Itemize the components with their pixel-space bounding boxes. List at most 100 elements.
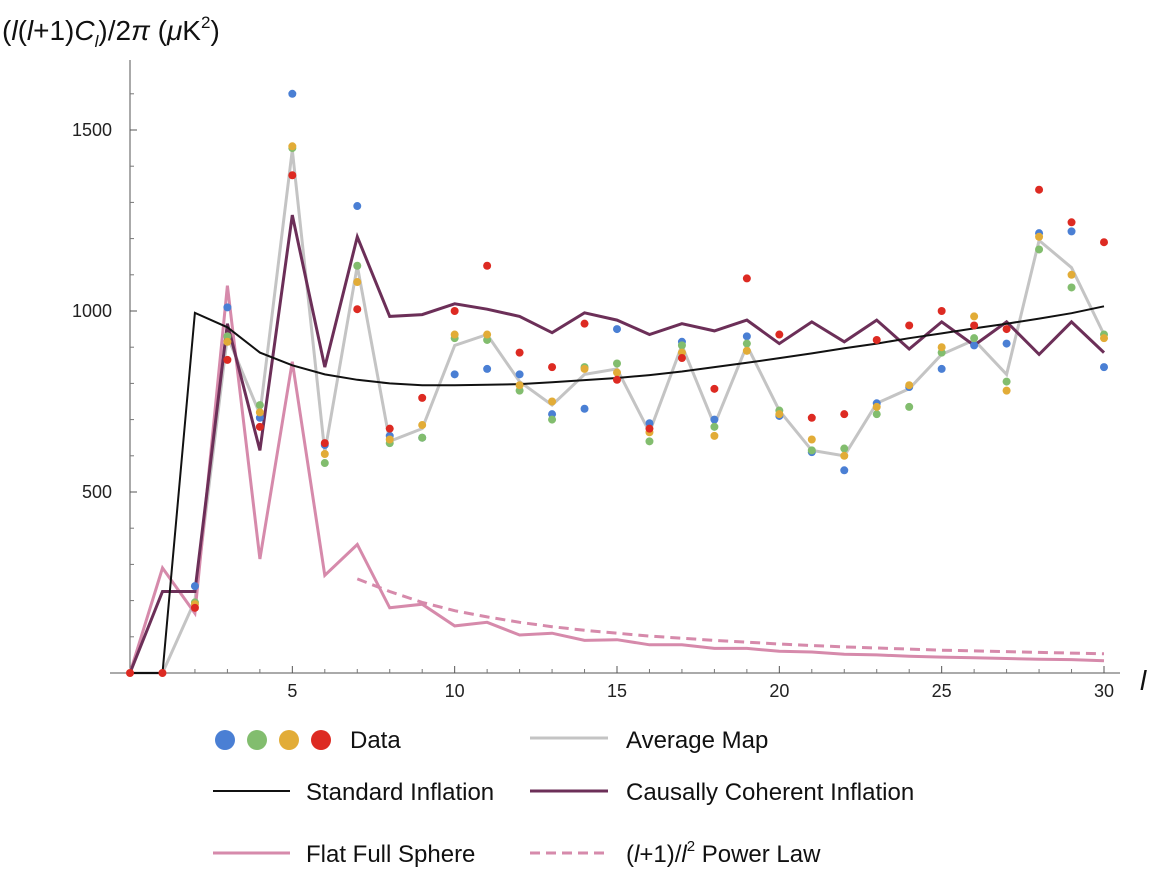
data-point bbox=[1100, 334, 1108, 343]
data-point bbox=[742, 274, 751, 283]
origin-point bbox=[158, 669, 167, 677]
x-tick-label: 15 bbox=[607, 681, 627, 701]
data-point bbox=[190, 603, 199, 612]
data-point bbox=[1100, 238, 1108, 247]
legend-label-power-law: (l+1)/l2 Power Law bbox=[626, 838, 821, 868]
data-point bbox=[840, 410, 849, 419]
data-point bbox=[450, 330, 459, 339]
data-point bbox=[320, 459, 329, 468]
data-point bbox=[1002, 339, 1011, 348]
data-point bbox=[937, 307, 946, 315]
data-point bbox=[742, 346, 751, 355]
x-tick-label: 10 bbox=[445, 681, 465, 701]
data-point bbox=[1035, 245, 1044, 254]
x-tick-label: 5 bbox=[287, 681, 297, 701]
data-point bbox=[710, 415, 719, 424]
data-point bbox=[385, 435, 394, 444]
series-line--l-1-l-2-power-law bbox=[356, 577, 1105, 656]
y-tick-label: 1500 bbox=[72, 120, 112, 140]
data-point bbox=[807, 435, 816, 444]
data-point bbox=[418, 433, 427, 442]
data-point bbox=[450, 307, 459, 315]
data-point bbox=[1067, 227, 1076, 236]
x-axis-title: l bbox=[1140, 665, 1147, 696]
data-point bbox=[288, 171, 297, 180]
data-point bbox=[1002, 386, 1011, 395]
data-point bbox=[483, 261, 492, 270]
data-point bbox=[710, 384, 719, 393]
data-point bbox=[807, 446, 816, 455]
data-point bbox=[937, 343, 946, 352]
data-point bbox=[970, 312, 979, 321]
legend-label-average-map: Average Map bbox=[626, 727, 768, 754]
data-point bbox=[548, 415, 557, 424]
data-point bbox=[1067, 218, 1076, 227]
data-point bbox=[677, 341, 686, 350]
data-point bbox=[807, 413, 816, 422]
data-point bbox=[613, 368, 621, 377]
data-point bbox=[255, 401, 264, 410]
data-point bbox=[548, 397, 557, 406]
x-tick-label: 25 bbox=[932, 681, 952, 701]
data-point bbox=[223, 355, 232, 364]
legend-label-data: Data bbox=[350, 727, 401, 754]
data-point bbox=[385, 424, 394, 433]
data-point bbox=[970, 341, 979, 350]
data-point bbox=[1067, 270, 1076, 279]
data-point bbox=[483, 364, 492, 373]
data-point bbox=[418, 421, 427, 430]
legend: Data Average Map Standard Inflation Causall… bbox=[213, 727, 914, 868]
data-points bbox=[126, 89, 1108, 677]
series-line-average-map bbox=[130, 149, 1106, 675]
legend-swatch-data bbox=[215, 730, 235, 750]
data-point bbox=[1067, 283, 1076, 292]
data-point bbox=[223, 337, 232, 346]
y-tick-label: 500 bbox=[82, 482, 112, 502]
data-point bbox=[353, 305, 362, 314]
data-point bbox=[353, 261, 362, 270]
data-point bbox=[840, 444, 849, 453]
data-point bbox=[320, 439, 329, 448]
data-point bbox=[742, 339, 751, 348]
data-point bbox=[320, 449, 329, 458]
data-point bbox=[548, 363, 557, 372]
data-point bbox=[970, 334, 979, 343]
data-point bbox=[840, 451, 849, 460]
data-point bbox=[645, 437, 654, 446]
data-point bbox=[255, 408, 264, 417]
data-point bbox=[775, 330, 784, 339]
legend-label-causally-coherent: Causally Coherent Inflation bbox=[626, 779, 914, 806]
x-tick-label: 30 bbox=[1094, 681, 1114, 701]
data-point bbox=[1035, 232, 1044, 241]
data-point bbox=[613, 375, 621, 384]
data-point bbox=[872, 410, 881, 419]
data-point bbox=[905, 402, 914, 411]
y-axis-title: (l(l+1)Cl)/2π (μK2) bbox=[2, 13, 220, 51]
data-point bbox=[613, 325, 621, 334]
data-point bbox=[775, 410, 784, 419]
legend-swatch-data bbox=[279, 730, 299, 750]
data-point bbox=[613, 359, 621, 368]
data-point bbox=[580, 404, 589, 413]
data-point bbox=[710, 431, 719, 440]
data-point bbox=[872, 402, 881, 411]
data-point bbox=[418, 393, 427, 402]
data-point bbox=[645, 424, 654, 433]
legend-label-standard-inflation: Standard Inflation bbox=[306, 779, 494, 806]
series-line-causally-coherent-inflation bbox=[128, 214, 1106, 674]
data-point bbox=[905, 381, 914, 390]
data-point bbox=[905, 321, 914, 330]
data-point bbox=[223, 303, 232, 312]
data-point bbox=[483, 330, 492, 339]
data-point bbox=[255, 422, 264, 431]
legend-swatch-data bbox=[311, 730, 331, 750]
data-point bbox=[353, 202, 362, 211]
data-point bbox=[190, 582, 199, 591]
data-point bbox=[1100, 363, 1108, 372]
series-line-flat-full-sphere bbox=[128, 285, 1105, 674]
data-point bbox=[1002, 377, 1011, 386]
data-point bbox=[288, 142, 297, 151]
data-point bbox=[515, 348, 524, 357]
data-point bbox=[872, 335, 881, 344]
y-tick-label: 1000 bbox=[72, 301, 112, 321]
